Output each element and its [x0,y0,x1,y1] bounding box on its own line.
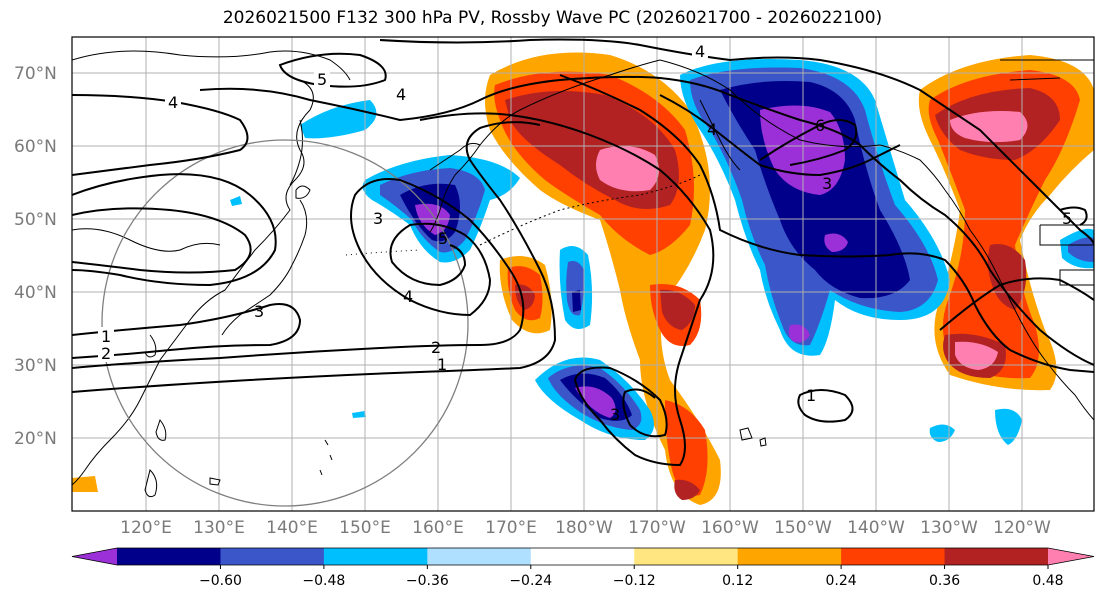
lat-label: 70°N [14,64,57,84]
lon-label: 160°W [701,518,759,538]
colorbar-segment [841,548,946,565]
lon-label: 170°E [485,518,537,538]
colorbar-extend-max [1048,548,1094,565]
lon-label: 150°W [774,518,832,538]
contour-label: 1 [437,355,447,374]
colorbar-extend-min [72,548,117,565]
colorbar-segment [220,548,325,565]
lon-label: 120°W [993,518,1051,538]
colorbar: −0.60 −0.48 −0.36 −0.24 −0.12 0.12 0.24 0.36 0.4… [71,547,1095,589]
lat-label: 60°N [14,137,57,157]
graticule [72,37,1094,511]
contour-label: 6 [815,116,825,135]
colorbar-segment [530,548,635,565]
colorbar-segment [323,548,428,565]
lon-label: 120°E [120,518,172,538]
colorbar-tick-label: −0.48 [302,573,345,589]
lat-label: 20°N [14,429,57,449]
colorbar-segment [944,548,1049,565]
contour-label: 1 [806,386,816,405]
colorbar-tick-label: −0.60 [199,573,242,589]
latitude-labels: 70°N 60°N 50°N 40°N 30°N 20°N [14,64,57,449]
longitude-labels: 120°E 130°E 140°E 150°E 160°E 170°E 180°… [120,518,1051,538]
contour-label: 5 [317,70,327,89]
contour-label: 3 [610,405,620,424]
colorbar-tick-label: 0.36 [929,573,960,589]
lon-label: 130°E [193,518,245,538]
contour-label: 4 [403,287,413,306]
lat-label: 30°N [14,356,57,376]
positive-anomaly-fills [72,52,1094,505]
circle-outline [101,139,469,507]
contour-label: 4 [168,93,178,112]
contour-label: 4 [695,42,705,61]
colorbar-tick-label: 0.12 [722,573,753,589]
colorbar-outline [71,547,1095,566]
contour-label: 5 [1062,209,1072,228]
colorbar-segment [634,548,739,565]
colorbar-segment [117,548,221,565]
lon-label: 180°W [555,518,613,538]
colorbar-tick-label: −0.36 [406,573,449,589]
lat-label: 50°N [14,210,57,230]
contour-label: 2 [101,344,111,363]
contour-label: 4 [396,85,406,104]
plot-area: 4 5 4 4 4 3 6 3 5 3 4 1 2 2 1 3 1 5 [72,37,1094,511]
contour-label: 5 [438,229,448,248]
colorbar-tick-label: 0.24 [826,573,857,589]
lat-label: 40°N [14,283,57,303]
contour-label: 3 [254,302,264,321]
map-title: 2026021500 F132 300 hPa PV, Rossby Wave … [222,8,883,28]
contour-labels: 4 5 4 4 4 3 6 3 5 3 4 1 2 2 1 3 1 5 [98,42,1072,424]
colorbar-segment [737,548,842,565]
contour-label: 1 [101,327,111,346]
colorbar-tick-label: −0.12 [613,573,656,589]
lon-label: 160°E [412,518,464,538]
contour-label: 2 [431,338,441,357]
lon-label: 170°W [628,518,686,538]
plot-frame [71,36,1095,512]
lon-label: 140°W [847,518,905,538]
colorbar-segment [427,548,532,565]
pv-contours [72,38,1094,467]
colorbar-tick-label: 0.48 [1032,573,1063,589]
lon-label: 130°W [920,518,978,538]
contour-label: 3 [822,174,832,193]
lon-label: 150°E [339,518,391,538]
colorbar-tick-label: −0.24 [509,573,552,589]
lon-label: 140°E [266,518,318,538]
contour-label: 4 [707,120,717,139]
contour-label: 3 [373,209,383,228]
